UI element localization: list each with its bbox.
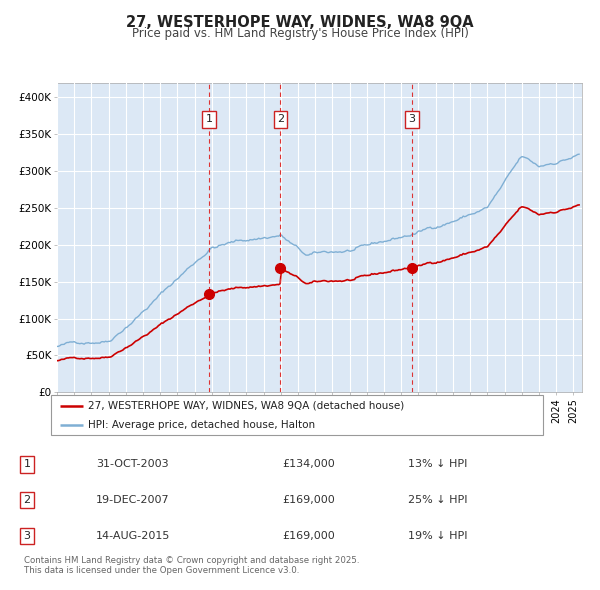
Text: 31-OCT-2003: 31-OCT-2003: [96, 459, 169, 469]
Text: 2: 2: [277, 114, 284, 124]
Text: 19% ↓ HPI: 19% ↓ HPI: [408, 531, 467, 541]
Text: 3: 3: [409, 114, 415, 124]
Text: HPI: Average price, detached house, Halton: HPI: Average price, detached house, Halt…: [88, 420, 315, 430]
Text: 3: 3: [23, 531, 31, 541]
Text: Contains HM Land Registry data © Crown copyright and database right 2025.
This d: Contains HM Land Registry data © Crown c…: [24, 556, 359, 575]
Text: 25% ↓ HPI: 25% ↓ HPI: [408, 495, 467, 505]
Text: 13% ↓ HPI: 13% ↓ HPI: [408, 459, 467, 469]
Text: 27, WESTERHOPE WAY, WIDNES, WA8 9QA (detached house): 27, WESTERHOPE WAY, WIDNES, WA8 9QA (det…: [88, 401, 404, 411]
Text: £169,000: £169,000: [282, 495, 335, 505]
Text: 19-DEC-2007: 19-DEC-2007: [96, 495, 170, 505]
FancyBboxPatch shape: [51, 395, 543, 435]
Text: Price paid vs. HM Land Registry's House Price Index (HPI): Price paid vs. HM Land Registry's House …: [131, 27, 469, 40]
Text: 1: 1: [205, 114, 212, 124]
Text: £134,000: £134,000: [282, 459, 335, 469]
Text: 14-AUG-2015: 14-AUG-2015: [96, 531, 170, 541]
Text: £169,000: £169,000: [282, 531, 335, 541]
Text: 27, WESTERHOPE WAY, WIDNES, WA8 9QA: 27, WESTERHOPE WAY, WIDNES, WA8 9QA: [126, 15, 474, 30]
Text: 2: 2: [23, 495, 31, 505]
Text: 1: 1: [23, 459, 31, 469]
